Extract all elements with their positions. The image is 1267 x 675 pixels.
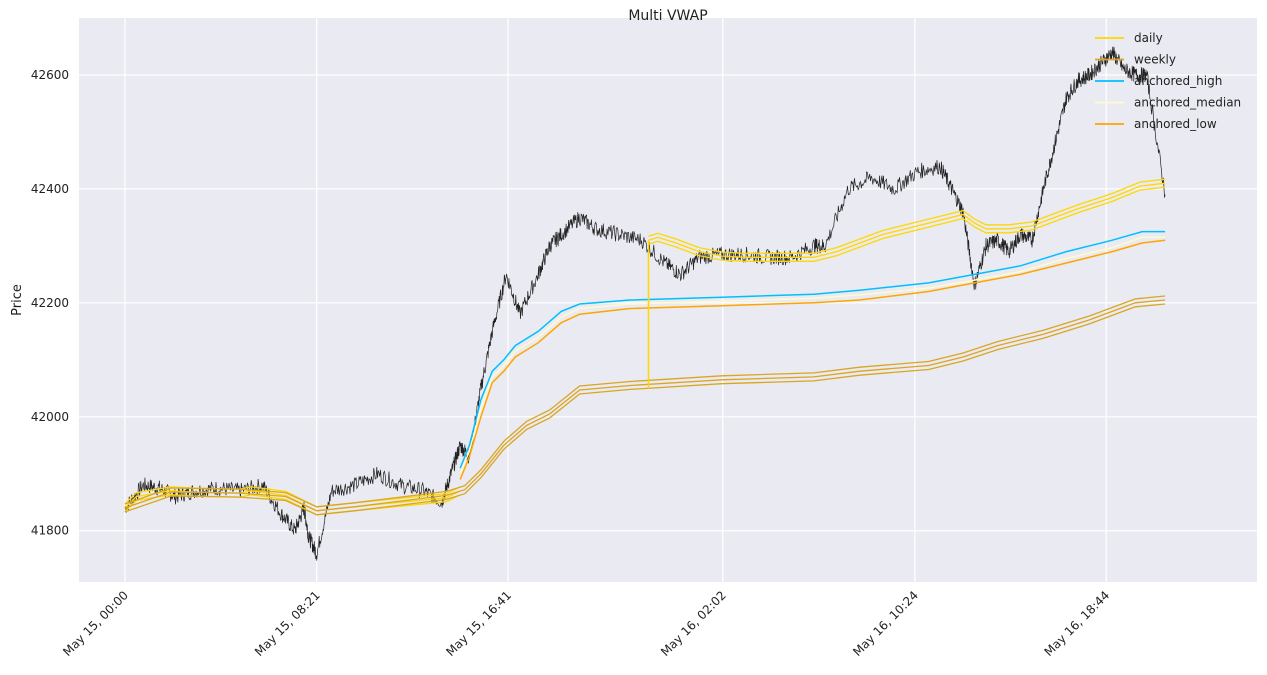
series-line-weekly-band (124, 303, 1166, 516)
legend-label-anchored-low: anchored_low (1134, 117, 1217, 131)
series-line-daily-band (124, 490, 461, 512)
y-tick-label: 41800 (31, 524, 69, 538)
series-line-daily-band (124, 494, 461, 516)
y-tick-label: 42000 (31, 410, 69, 424)
series-line-anchored-low (459, 239, 1166, 480)
price-line (124, 46, 1166, 561)
series-line-anchored-high (459, 230, 1166, 469)
legend-label-daily: daily (1134, 31, 1163, 45)
y-tick-label: 42200 (31, 296, 69, 310)
series-layer (124, 46, 1166, 561)
y-tick-label: 42400 (31, 182, 69, 196)
series-line-weekly-band (124, 295, 1166, 508)
series-line-daily-band (648, 178, 1166, 254)
y-tick-label: 42600 (31, 68, 69, 82)
series-line-daily-band (648, 186, 1166, 262)
series-line-anchored-median (459, 236, 1166, 475)
legend-label-weekly: weekly (1134, 53, 1176, 67)
legend-label-anchored-high: anchored_high (1134, 74, 1222, 88)
series-line-daily-band (648, 182, 1166, 258)
series-line-daily-band (124, 486, 461, 508)
y-axis-ticks: 41800 42000 42200 42400 42600 (31, 68, 69, 538)
legend-label-anchored-median: anchored_median (1134, 96, 1241, 110)
legend: daily weekly anchored_high anchored_mediana… (1095, 31, 1241, 131)
y-axis-label: Price (10, 284, 25, 316)
series-line-weekly-band (124, 299, 1166, 512)
plot-area (79, 18, 1257, 582)
chart-title: Multi VWAP (628, 8, 707, 24)
